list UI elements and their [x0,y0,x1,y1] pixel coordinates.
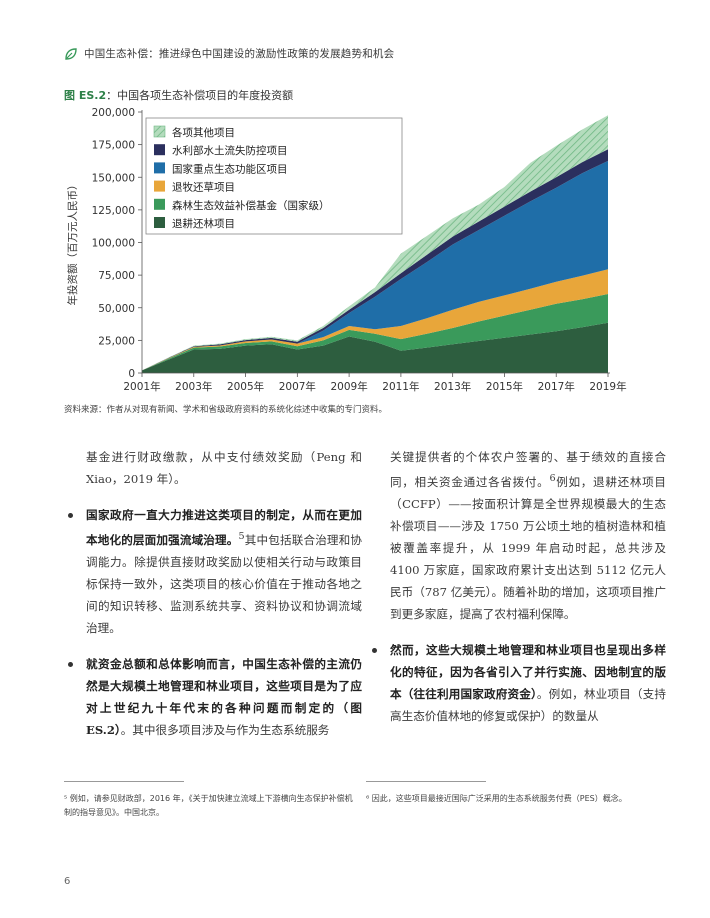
legend-swatch [154,180,165,192]
x-tick-label: 2003年 [175,380,212,393]
x-tick-label: 2011年 [382,380,419,393]
legend-swatch [153,125,166,138]
legend-box [145,117,403,235]
bullet-mainstream: 就资金总额和总体影响而言，中国生态补偿的主流仍然是大规模土地管理和林业项目，这些… [68,653,362,741]
x-tick-label: 2017年 [538,380,575,393]
y-tick-label: 75,000 [98,270,135,282]
bullet-text: 。例如，林业项目（支持高生态价值林地的修复或保护）的数量从 [390,686,666,723]
bullet-diversification: 然而，这些大规模土地管理和林业项目也呈现出多样化的特征，因为各省引入了并行实施、… [372,639,666,727]
bullet-bold-text: 国家政府一直大力推进这类项目的制定，从而在更加本地化的层面加强流域治理。 [86,508,362,547]
x-tick-label: 2015年 [486,380,523,393]
x-tick-label: 2019年 [589,380,626,393]
legend-label: 退耕还林项目 [172,217,235,230]
area-series-2 [142,294,608,371]
x-tick-label: 2013年 [434,380,471,393]
y-tick-label: 175,000 [92,140,135,152]
legend-swatch [154,162,165,174]
paragraph-text: 例如，退耕还林项目（CCFP）——按面积计算是全世界规模最大的生态补偿项目——涉… [390,474,666,621]
legend-label: 国家重点生态功能区项目 [172,162,288,175]
bullet-governance: 国家政府一直大力推进这类项目的制定，从而在更加本地化的层面加强流域治理。5其中包… [68,504,362,639]
area-series-1 [142,322,608,373]
bullet-dot [372,647,377,653]
bullet-bold-text: 就资金总额和总体影响而言，中国生态补偿的主流仍然是大规模土地管理和林业项目，这些… [86,656,362,715]
footnote-ref: 5 [238,531,245,542]
paragraph-text: 关键提供者的个体农户签署的、基于绩效的直接合同，相关资金通过各省拨付。 [390,450,666,489]
leaf-icon [65,47,77,60]
legend-swatch [154,198,165,210]
bullet-dot [68,661,73,667]
right-column: 关键提供者的个体农户签署的、基于绩效的直接合同，相关资金通过各省拨付。6例如，退… [372,446,666,727]
figure-reference: （图 ES.2） [86,700,362,737]
y-tick-label: 25,000 [98,335,135,347]
figure-title: ：中国各项生态补偿项目的年度投资额 [106,89,294,102]
x-tick-label: 2007年 [279,380,316,393]
running-header: 中国生态补偿：推进绿色中国建设的激励性政策的发展趋势和机会 [64,46,394,61]
y-tick-label: 150,000 [92,172,135,184]
legend-label: 水利部水土流失防控项目 [172,144,288,157]
x-tick-label: 2005年 [227,380,264,393]
legend-label: 退牧还草项目 [172,181,235,194]
figure-source: 资料来源：作者从对现有新闻、学术和省级政府资料的系统化综述中收集的专门资料。 [64,405,388,415]
y-tick-label: 100,000 [92,238,135,250]
legend-swatch [154,217,165,228]
legend-label: 森林生态效益补偿基金（国家级） [172,199,330,212]
footnote-6: ⁶ 因此，这些项目最接近国际广泛采用的生态系统服务付费（PES）概念。 [366,794,627,803]
bullet-bold-text: 然而，这些大规模土地管理和林业项目也呈现出多样化的特征，因为各省引入了并行实施、… [390,642,666,701]
bullet-dot [68,513,73,518]
legend-label: 各项其他项目 [172,126,235,139]
area-series-4 [142,160,608,371]
figure-caption: 图 ES.2：中国各项生态补偿项目的年度投资额 [64,87,293,103]
y-tick-label: 50,000 [98,303,135,315]
bullet-text: 其中包括联合治理和协调能力。除提供直接财政奖励以使相关行动与政策目标保持一致外，… [86,532,362,635]
figure-number: 图 ES.2 [64,89,107,102]
left-column: 基金进行财政缴款，从中支付绩效奖励（Peng 和 Xiao，2019 年）。 国… [68,446,362,741]
bullet-text: 。其中很多项目涉及与作为生态系统服务 [120,722,330,737]
legend-swatch [154,144,165,156]
x-tick-label: 2001年 [123,380,160,393]
stacked-area-chart: 0 25,000 50,000 75,000 100,000 125,000 150,000… [66,107,627,393]
y-tick-label: 200,000 [92,107,135,119]
report-title: 中国生态补偿：推进绿色中国建设的激励性政策的发展趋势和机会 [84,48,395,60]
footnote-divider [64,781,184,782]
y-axis-label: 年投资额（百万元人民币） [66,180,79,306]
y-tick-label: 125,000 [92,205,135,217]
left-intro-paragraph: 基金进行财政缴款，从中支付绩效奖励（Peng 和 Xiao，2019 年）。 [86,450,362,486]
footnote-ref: 6 [549,473,556,484]
y-tick-label: 0 [128,368,135,380]
right-intro-paragraph: 关键提供者的个体农户签署的、基于绩效的直接合同，相关资金通过各省拨付。6例如，退… [390,446,666,625]
x-tick-label: 2009年 [330,380,367,393]
footnote-divider [366,781,486,782]
page-number: 6 [64,876,71,887]
footnote-5: ⁵ 例如，请参见财政部，2016 年，《关于加快建立流域上下游横向生态保护补偿机… [64,794,353,817]
